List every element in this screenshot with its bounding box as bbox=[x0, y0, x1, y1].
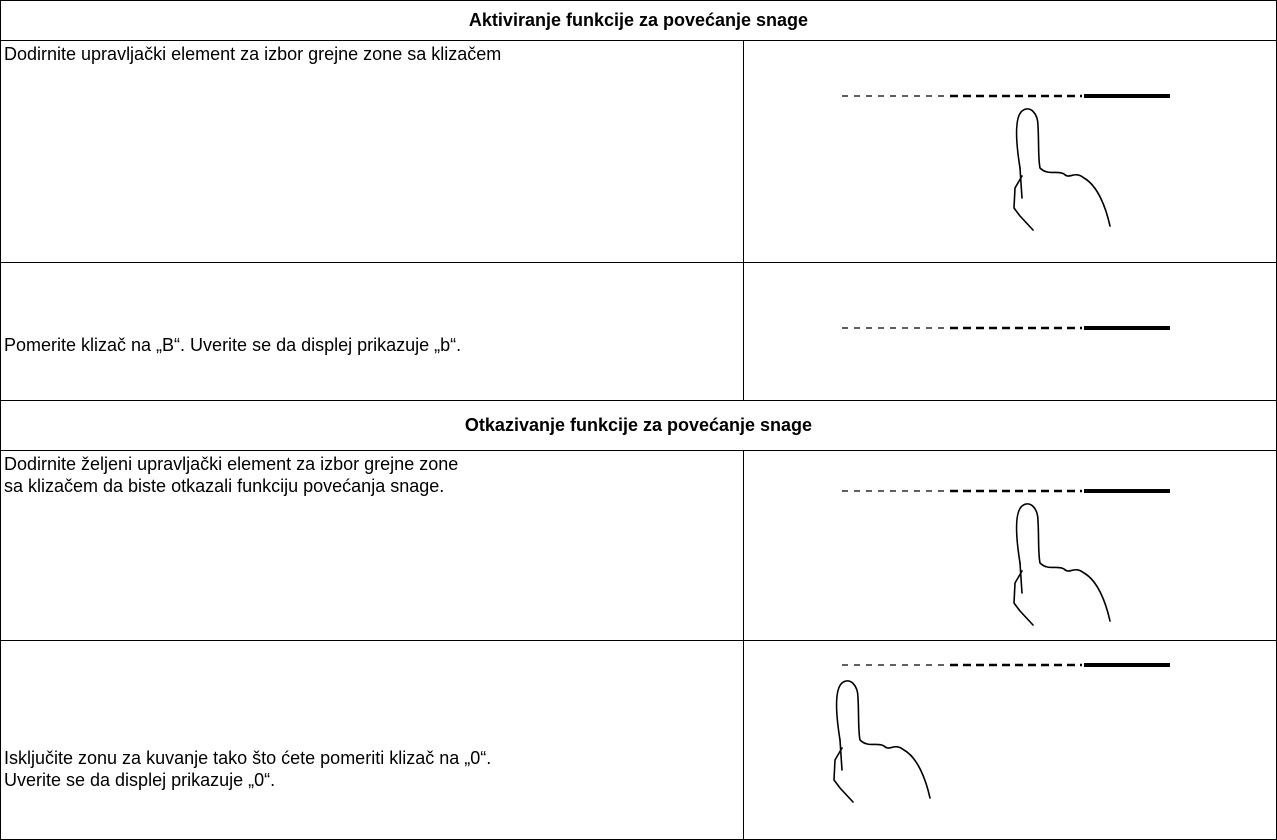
text-line: Uverite se da displej prikazuje „0“. bbox=[4, 770, 276, 790]
step-text: Pomerite klizač na „B“. Uverite se da di… bbox=[4, 334, 461, 356]
header-text: Otkazivanje funkcije za povećanje snage bbox=[464, 415, 813, 435]
text-line: Isključite zonu za kuvanje tako što ćete… bbox=[4, 748, 492, 768]
text-line: Dodirnite upravljački element za izbor g… bbox=[4, 44, 502, 64]
hand-graphic bbox=[1013, 108, 1111, 231]
text-line: Pomerite klizač na „B“. Uverite se da di… bbox=[4, 335, 462, 355]
hand-graphic bbox=[1013, 503, 1111, 626]
step-text: Dodirnite upravljački element za izbor g… bbox=[4, 43, 501, 65]
step-text: Dodirnite željeni upravljački element za… bbox=[4, 453, 458, 497]
header-text: Aktiviranje funkcije za povećanje snage bbox=[468, 10, 809, 30]
hand-graphic bbox=[833, 680, 931, 803]
step-text: Isključite zonu za kuvanje tako što ćete… bbox=[4, 747, 491, 791]
text-line: sa klizačem da biste otkazali funkciju p… bbox=[4, 476, 445, 496]
text-line: Dodirnite željeni upravljački element za… bbox=[4, 454, 459, 474]
